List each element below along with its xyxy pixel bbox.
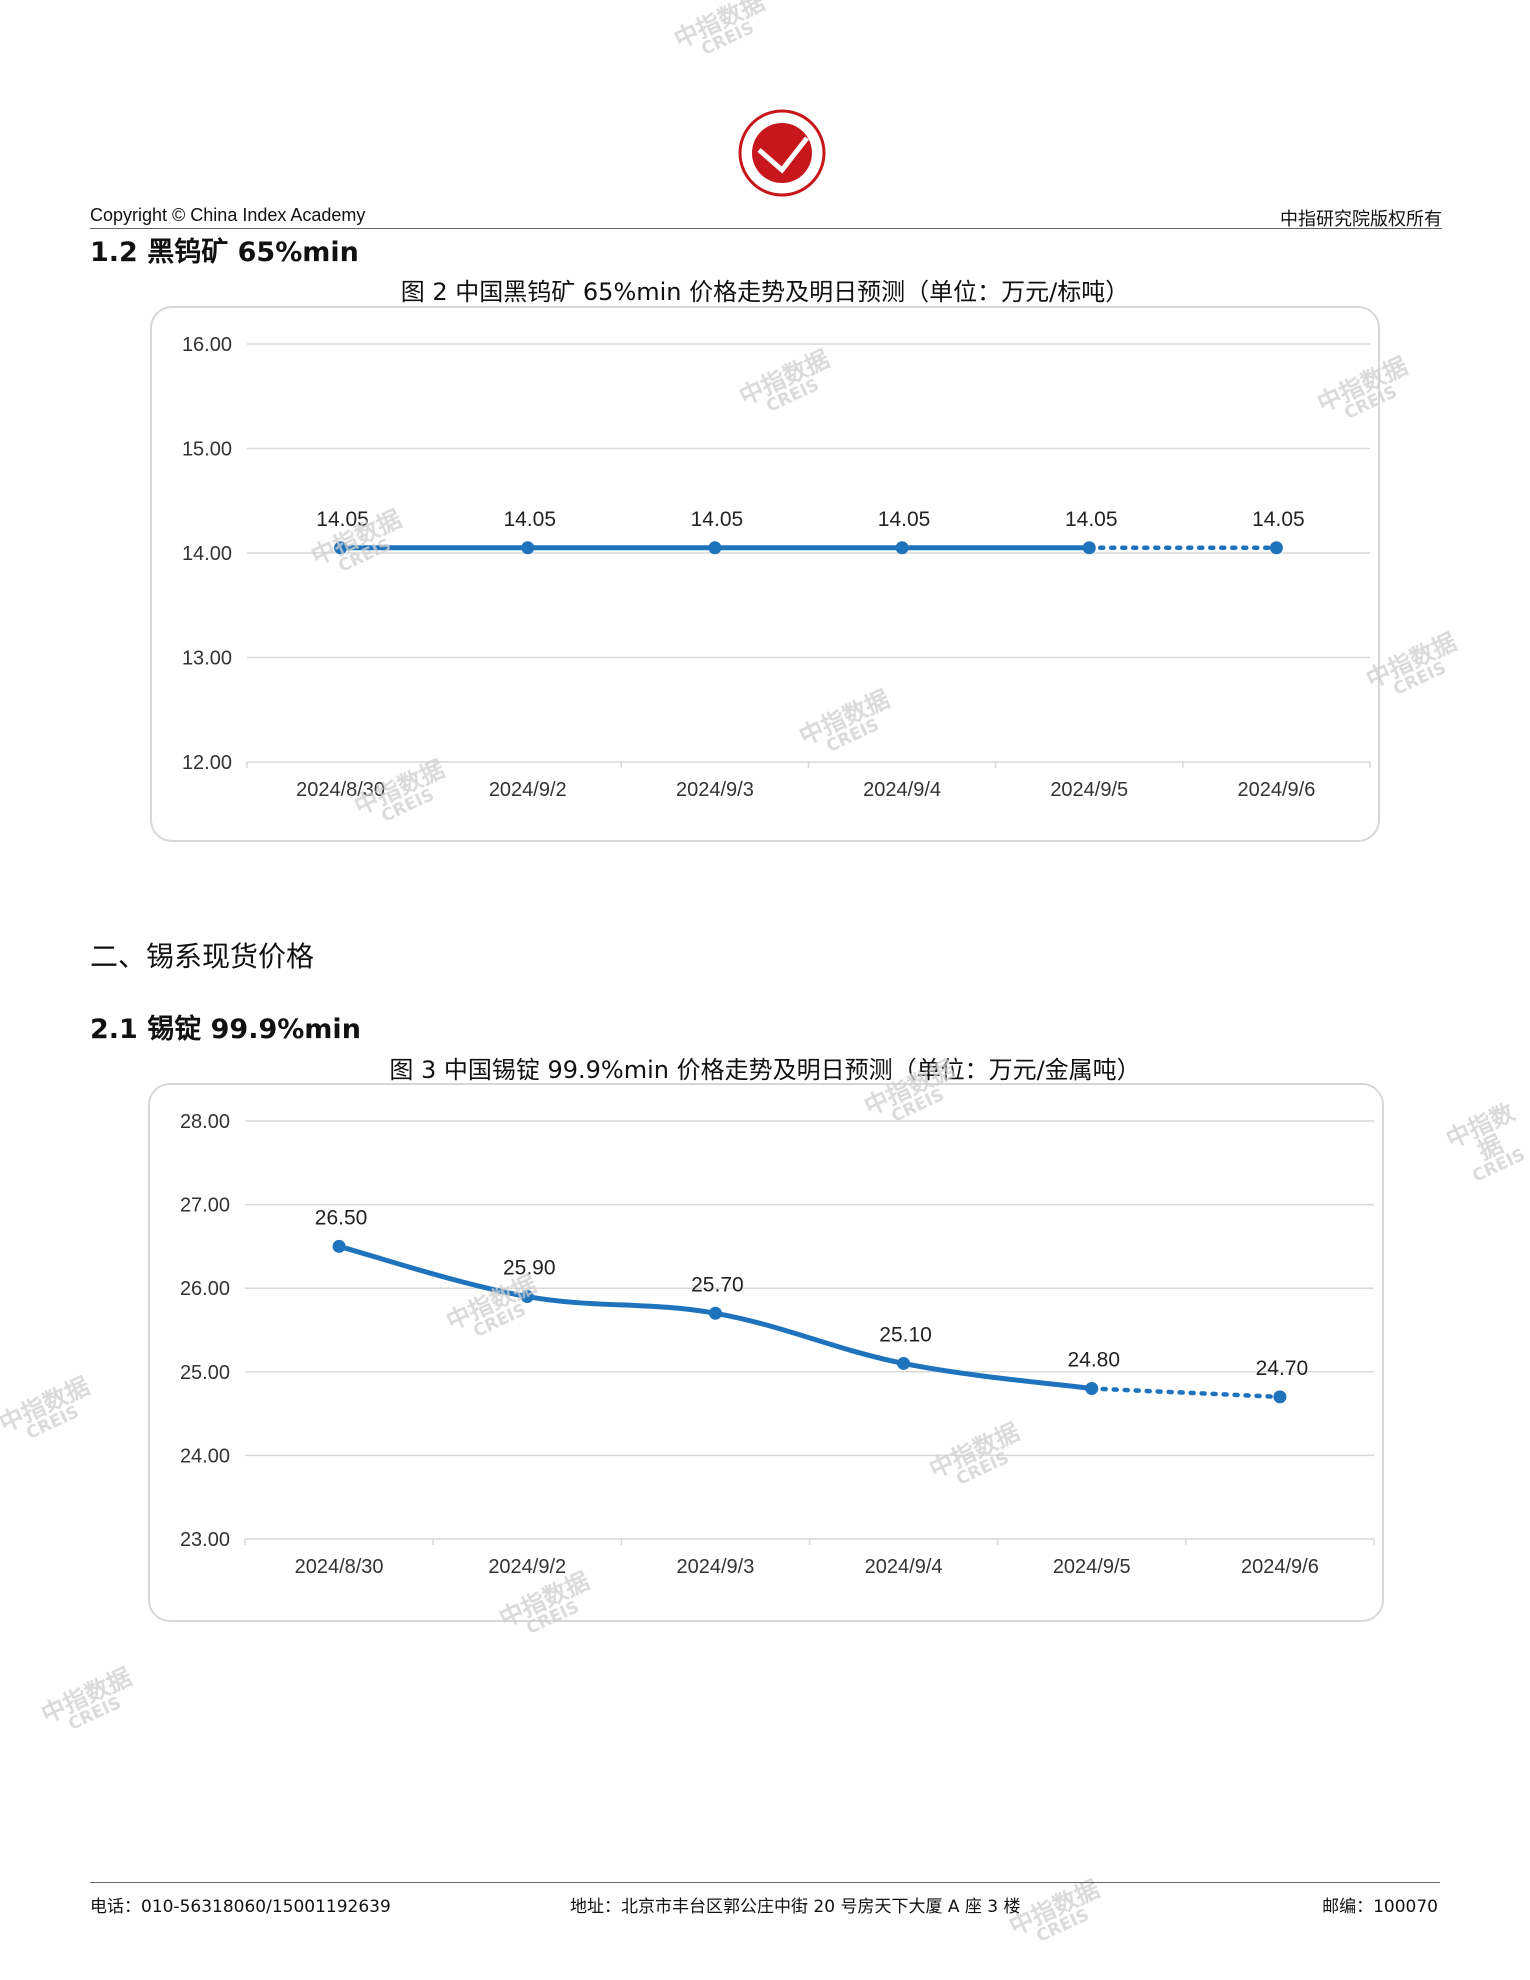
data-point [1273,1390,1287,1404]
watermark: 中指数据 CREIS [1441,1098,1529,1187]
watermark: 中指数据 CREIS [669,0,769,60]
y-tick-label: 12.00 [182,752,232,774]
y-tick-label: 23.00 [180,1529,230,1551]
chart-2-svg: 23.00 24.00 25.00 26.00 27.00 28.00 2024/8/30 2… [180,1111,1375,1578]
copyright-text: Copyright © China Index Academy [90,205,366,225]
data-label: 25.10 [879,1323,932,1346]
section-heading-2-1: 2.1 锡锭 99.9%min [90,1014,361,1045]
data-point [1085,1382,1099,1396]
data-label: 14.05 [691,508,744,531]
data-point [708,541,722,555]
data-label: 14.05 [503,508,556,531]
x-tick-label: 2024/9/5 [1050,779,1128,801]
footer-divider [90,1882,1440,1883]
x-tick-label: 2024/9/3 [676,779,754,801]
y-tick-label: 13.00 [182,648,232,670]
y-tick-label: 26.00 [180,1278,230,1300]
data-point [1269,541,1283,555]
y-tick-label: 24.00 [180,1445,230,1467]
footer-phone: 电话：010-56318060/15001192639 [90,1897,391,1917]
y-tick-label: 15.00 [182,439,232,461]
data-point [1082,541,1096,555]
x-tick-label: 2024/9/4 [863,779,941,801]
data-label: 14.05 [316,508,369,531]
x-tick-label: 2024/9/5 [1053,1556,1131,1578]
y-tick-label: 28.00 [180,1111,230,1133]
chart-1-title: 图 2 中国黑钨矿 65%min 价格走势及明日预测（单位：万元/标吨） [400,278,1130,306]
data-point [895,541,909,555]
data-point [520,1290,534,1304]
chart-2-frame: 23.00 24.00 25.00 26.00 27.00 28.00 2024/8/30 2… [148,1083,1384,1622]
x-tick-label: 2024/9/2 [489,779,567,801]
data-label: 25.70 [691,1273,744,1296]
y-tick-label: 16.00 [182,334,232,356]
x-tick-label: 2024/9/4 [865,1556,943,1578]
data-point [334,541,348,555]
y-tick-label: 25.00 [180,1362,230,1384]
x-tick-label: 2024/9/3 [676,1556,754,1578]
data-label: 14.05 [878,508,931,531]
section-heading-2: 二、锡系现货价格 [90,940,315,973]
x-tick-label: 2024/8/30 [296,779,385,801]
data-label: 25.90 [503,1257,556,1280]
watermark: 中指数据 CREIS [36,1662,136,1735]
x-tick-label: 2024/9/6 [1237,779,1315,801]
china-index-academy-logo [737,108,827,198]
chart-2-title: 图 3 中国锡锭 99.9%min 价格走势及明日预测（单位：万元/金属吨） [389,1056,1141,1084]
data-label: 24.80 [1067,1349,1120,1372]
watermark: 中指数据 CREIS [0,1371,94,1444]
rights-text: 中指研究院版权所有 [1280,209,1442,230]
y-tick-label: 27.00 [180,1195,230,1217]
data-label: 24.70 [1256,1357,1309,1380]
data-point [332,1239,346,1253]
chart-1-frame: 12.00 13.00 14.00 15.00 16.00 2024/8/30 2024/9… [150,306,1380,842]
x-tick-label: 2024/9/6 [1241,1556,1319,1578]
data-label: 14.05 [1252,508,1305,531]
data-point [897,1356,911,1370]
chart-1-svg: 12.00 13.00 14.00 15.00 16.00 2024/8/30 2024/9… [182,334,1371,801]
data-point [521,541,535,555]
data-label: 26.50 [315,1206,368,1229]
forecast-line [1089,1386,1283,1400]
y-tick-label: 14.00 [182,543,232,565]
footer-address: 地址：北京市丰台区郭公庄中街 20 号房天下大厦 A 座 3 楼 [570,1897,1021,1917]
x-tick-label: 2024/9/2 [488,1556,566,1578]
watermark: 中指数据 CREIS [1004,1874,1104,1947]
footer-postcode: 邮编：100070 [1322,1897,1438,1917]
x-tick-label: 2024/8/30 [295,1556,384,1578]
header-divider [90,228,1442,229]
data-point [708,1306,722,1320]
section-heading-1-2: 1.2 黑钨矿 65%min [90,237,359,268]
data-label: 14.05 [1065,508,1118,531]
